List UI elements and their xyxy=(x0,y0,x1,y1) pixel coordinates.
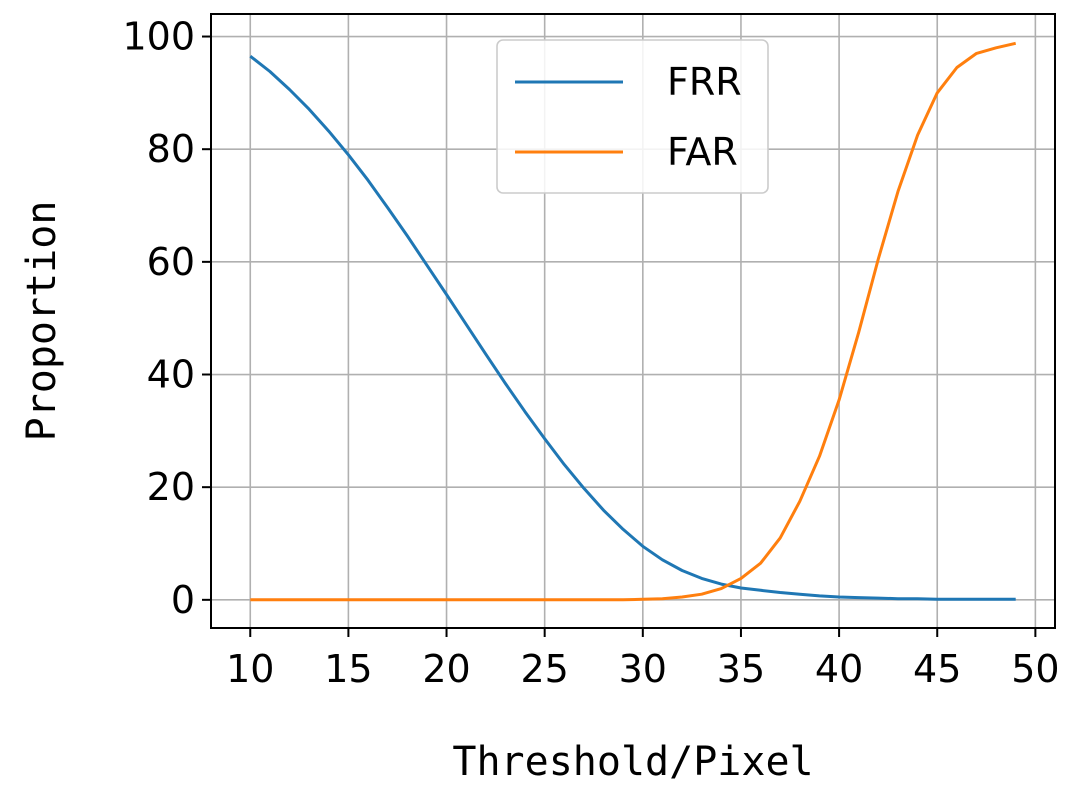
y-tick-label: 80 xyxy=(147,127,195,171)
y-axis-label: Proportion xyxy=(19,201,65,442)
x-tick-label: 50 xyxy=(1011,647,1059,691)
x-tick-label: 35 xyxy=(717,647,765,691)
y-axis-ticks: 0 20 40 60 80 100 xyxy=(122,15,211,622)
y-tick-label: 100 xyxy=(122,15,195,59)
y-tick-label: 0 xyxy=(171,578,195,622)
x-tick-label: 20 xyxy=(422,647,470,691)
y-tick-label: 60 xyxy=(147,240,195,284)
legend-label-frr: FRR xyxy=(667,60,742,104)
legend-label-far: FAR xyxy=(667,130,738,174)
series-line-frr xyxy=(249,55,1016,601)
plot-frame xyxy=(210,13,1056,629)
x-tick-label: 25 xyxy=(520,647,568,691)
x-tick-label: 15 xyxy=(324,647,372,691)
y-tick-label: 40 xyxy=(147,353,195,397)
series-lines xyxy=(249,41,1017,602)
x-tick-label: 40 xyxy=(815,647,863,691)
x-axis-label: Threshold/Pixel xyxy=(452,739,813,785)
series-line-far xyxy=(250,41,1017,602)
y-tick-label: 20 xyxy=(147,465,195,509)
x-axis-ticks: 10 15 20 25 30 35 40 45 50 xyxy=(226,628,1060,691)
x-tick-label: 10 xyxy=(226,647,274,691)
x-tick-label: 45 xyxy=(913,647,961,691)
legend-box xyxy=(496,39,769,194)
x-tick-label: 30 xyxy=(619,647,667,691)
legend: FRR FAR xyxy=(496,39,769,194)
